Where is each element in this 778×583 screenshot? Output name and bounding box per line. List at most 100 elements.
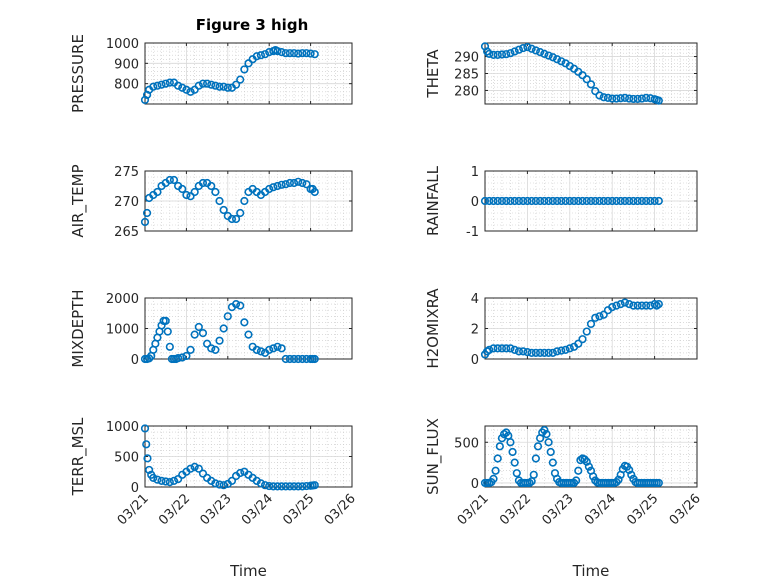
axes-frame [484,425,698,488]
data-point [182,190,191,200]
data-point [586,80,596,89]
data-point [190,85,199,94]
data-point [531,454,540,463]
data-point [198,178,208,188]
data-point [510,458,519,467]
data-point [260,481,270,490]
data-point [620,93,630,102]
data-point [599,93,608,102]
data-point [310,50,319,59]
data-point [514,196,524,206]
data-point [591,87,600,96]
data-point [489,344,498,353]
data-point [620,196,630,206]
data-point [523,42,532,52]
data-point [485,49,494,58]
data-point [489,196,498,206]
data-point [281,354,290,364]
data-point [298,178,307,188]
data-point [186,345,195,354]
data-point [153,81,162,90]
data-point [281,49,290,58]
y-axis-label: AIR_TEMP [69,164,88,237]
data-point [557,346,566,355]
data-point [178,184,187,194]
x-tick-label: 03/26 [322,491,359,528]
data-point [608,303,617,312]
data-point [182,351,191,361]
x-tick-label: 03/23 [198,491,235,528]
data-point [599,310,608,319]
data-point [633,196,642,206]
y-axis-label: RAINFALL [424,165,442,236]
data-point [582,75,591,84]
data-point [637,94,646,103]
data-point [265,184,274,194]
data-point [236,208,245,218]
data-point [510,47,519,56]
data-point [540,425,549,435]
data-point [285,178,295,188]
data-point [236,75,245,84]
data-point [198,79,208,88]
data-point [485,345,494,354]
y-tick-label: 2000 [106,292,139,307]
data-point [281,180,290,189]
data-point [285,482,295,491]
data-point [149,82,158,91]
data-point [142,440,151,449]
data-point [252,52,261,61]
data-point [190,187,199,197]
data-point [219,205,228,215]
y-axis-label: MIXDEPTH [69,289,87,367]
y-tick-label: 800 [114,78,139,93]
data-point [269,482,278,491]
data-point [273,47,282,56]
axes-7: 0 500 03/21 03/22 03/23 03/24 03/25 03/26 SUN_FL… [424,418,704,580]
data-point [589,472,598,481]
data-point [215,480,224,489]
data-point [273,482,282,491]
data-point [182,85,191,94]
data-point [194,464,203,473]
data-point [561,196,570,206]
data-point [186,87,195,96]
y-axis-label: THETA [424,49,442,99]
data-point [294,482,303,491]
data-point [506,438,515,447]
x-tick-label: 03/22 [497,491,534,528]
y-tick-label: 290 [454,51,479,66]
data-point [294,49,303,58]
data-point [256,347,266,356]
y-axis-label: TERR_MSL [69,417,88,496]
data-point [240,196,249,206]
data-point [565,344,574,353]
plot-area [145,43,352,104]
y-tick-label: 2 [471,323,479,338]
y-tick-label: 280 [454,84,479,99]
data-point [544,438,553,447]
data-point [298,354,307,364]
data-point [157,80,166,89]
data-point [289,49,299,58]
y-tick-label: 0 [471,477,479,492]
data-point [595,196,604,206]
data-point [153,187,162,197]
data-point [529,470,538,479]
y-tick-label: 0 [131,353,139,368]
data-point [574,466,583,475]
data-point [203,79,212,88]
data-point [582,327,591,336]
data-point [260,50,270,59]
data-point [294,354,303,364]
data-point [527,44,536,53]
data-point [265,345,274,354]
data-point [161,477,170,486]
data-point [269,183,278,192]
data-point [489,50,498,59]
data-point [627,470,636,479]
x-tick-label: 03/26 [667,491,704,528]
data-point [557,57,566,66]
data-point [523,348,532,357]
data-point [508,447,517,457]
